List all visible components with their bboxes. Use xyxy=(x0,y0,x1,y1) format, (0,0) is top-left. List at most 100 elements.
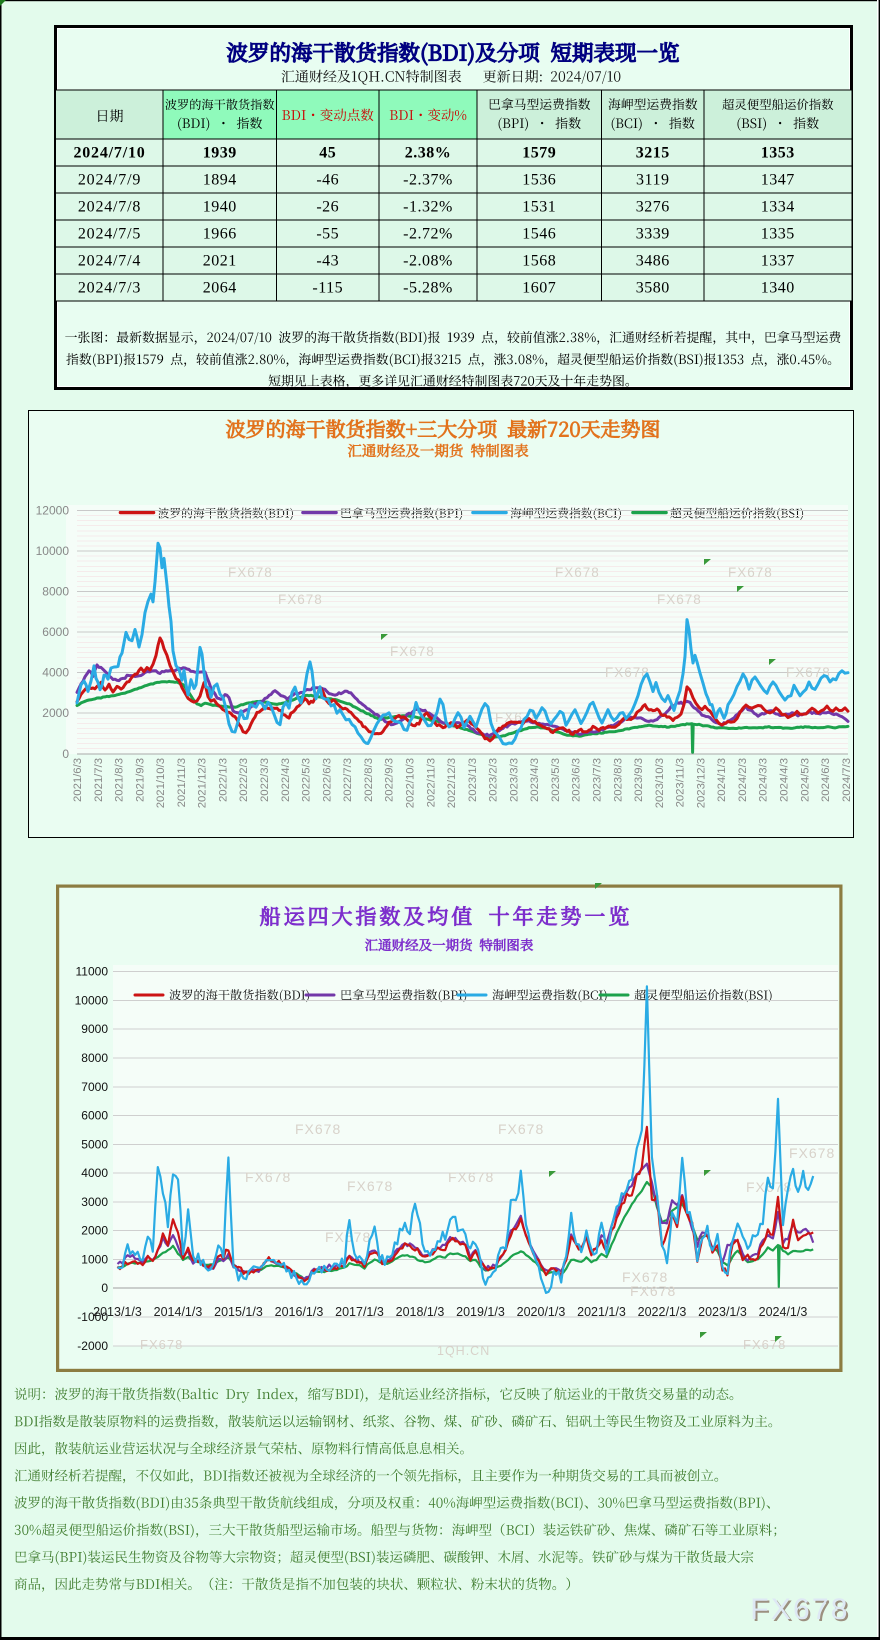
svg-text:FX678: FX678 xyxy=(786,665,831,680)
svg-text:2024/5/3: 2024/5/3 xyxy=(799,758,811,802)
svg-text:1894: 1894 xyxy=(203,172,237,189)
svg-text:2000: 2000 xyxy=(42,706,69,720)
svg-text:FX678: FX678 xyxy=(746,1179,792,1195)
svg-text:1340: 1340 xyxy=(761,280,795,297)
svg-text:FX678: FX678 xyxy=(390,644,435,659)
svg-text:FX678: FX678 xyxy=(743,1337,786,1352)
svg-text:-46: -46 xyxy=(316,172,339,189)
svg-text:FX678: FX678 xyxy=(228,565,273,580)
svg-text:2021: 2021 xyxy=(203,253,237,270)
svg-text:2022/11/3: 2022/11/3 xyxy=(425,758,437,807)
svg-text:3215: 3215 xyxy=(636,145,670,162)
svg-text:-43: -43 xyxy=(316,253,339,270)
svg-text:3580: 3580 xyxy=(636,280,670,297)
svg-text:2024/4/3: 2024/4/3 xyxy=(779,758,791,802)
svg-text:4000: 4000 xyxy=(42,666,69,680)
svg-text:1579: 1579 xyxy=(522,145,556,162)
svg-text:-5.28%: -5.28% xyxy=(403,280,453,297)
svg-text:1335: 1335 xyxy=(761,226,795,243)
svg-text:2023/7/3: 2023/7/3 xyxy=(592,758,604,802)
svg-text:1000: 1000 xyxy=(81,1252,108,1266)
svg-text:2021/8/3: 2021/8/3 xyxy=(114,758,126,802)
svg-text:1334: 1334 xyxy=(761,199,795,216)
svg-text:2022/5/3: 2022/5/3 xyxy=(301,758,313,802)
svg-text:FX678: FX678 xyxy=(630,1283,676,1299)
svg-text:3000: 3000 xyxy=(81,1195,108,1209)
svg-text:2021/9/3: 2021/9/3 xyxy=(134,758,146,802)
svg-text:2013/1/3: 2013/1/3 xyxy=(93,1305,142,1319)
svg-text:FX678: FX678 xyxy=(789,1145,835,1161)
svg-text:2023/10/3: 2023/10/3 xyxy=(654,758,666,808)
svg-text:2022/6/3: 2022/6/3 xyxy=(321,758,333,802)
svg-text:2021/1/3: 2021/1/3 xyxy=(577,1305,626,1319)
svg-text:2022/3/3: 2022/3/3 xyxy=(259,758,271,802)
svg-text:45: 45 xyxy=(319,145,336,162)
svg-text:FX678: FX678 xyxy=(728,565,773,580)
svg-text:2024/6/3: 2024/6/3 xyxy=(820,758,832,802)
svg-text:FX678: FX678 xyxy=(750,1593,849,1626)
svg-text:FX678: FX678 xyxy=(140,1337,183,1352)
svg-text:2024/7/9: 2024/7/9 xyxy=(78,172,141,189)
svg-text:FX678: FX678 xyxy=(657,592,702,607)
svg-text:2024/7/8: 2024/7/8 xyxy=(78,199,141,216)
svg-text:2024/2/3: 2024/2/3 xyxy=(737,758,749,802)
svg-text:FX678: FX678 xyxy=(555,565,600,580)
svg-text:1531: 1531 xyxy=(522,199,556,216)
svg-text:FX678: FX678 xyxy=(622,1269,668,1285)
svg-text:2020/1/3: 2020/1/3 xyxy=(517,1305,566,1319)
svg-text:12000: 12000 xyxy=(36,504,70,518)
svg-text:8000: 8000 xyxy=(42,585,69,599)
svg-text:2021/11/3: 2021/11/3 xyxy=(176,758,188,807)
svg-text:3486: 3486 xyxy=(636,253,670,270)
svg-text:2021/10/3: 2021/10/3 xyxy=(155,758,167,808)
svg-text:2022/1/3: 2022/1/3 xyxy=(218,758,230,802)
svg-text:1939: 1939 xyxy=(203,145,237,162)
svg-text:3119: 3119 xyxy=(636,172,669,189)
svg-text:7000: 7000 xyxy=(81,1080,108,1094)
svg-text:9000: 9000 xyxy=(81,1022,108,1036)
svg-text:6000: 6000 xyxy=(81,1109,108,1123)
svg-text:-2.37%: -2.37% xyxy=(403,172,453,189)
svg-text:3339: 3339 xyxy=(636,226,670,243)
svg-text:2024/7/5: 2024/7/5 xyxy=(78,226,141,243)
svg-text:2023/4/3: 2023/4/3 xyxy=(529,758,541,802)
svg-text:2023/9/3: 2023/9/3 xyxy=(633,758,645,802)
svg-text:2022/1/3: 2022/1/3 xyxy=(638,1305,687,1319)
svg-text:-2000: -2000 xyxy=(77,1339,108,1353)
svg-text:2024/1/3: 2024/1/3 xyxy=(759,1305,808,1319)
svg-text:1QH.CN: 1QH.CN xyxy=(437,1344,490,1358)
svg-text:2023/11/3: 2023/11/3 xyxy=(675,758,687,807)
svg-text:2017/1/3: 2017/1/3 xyxy=(335,1305,384,1319)
svg-text:2021/6/3: 2021/6/3 xyxy=(72,758,84,802)
svg-text:2018/1/3: 2018/1/3 xyxy=(396,1305,445,1319)
svg-text:2023/1/3: 2023/1/3 xyxy=(698,1305,747,1319)
svg-text:2023/6/3: 2023/6/3 xyxy=(571,758,583,802)
svg-text:4000: 4000 xyxy=(81,1166,108,1180)
svg-text:2022/2/3: 2022/2/3 xyxy=(238,758,250,802)
svg-text:FX678: FX678 xyxy=(448,1169,494,1185)
svg-text:2024/7/4: 2024/7/4 xyxy=(78,253,141,270)
svg-text:2000: 2000 xyxy=(81,1224,108,1238)
svg-text:1347: 1347 xyxy=(761,172,795,189)
svg-text:2022/9/3: 2022/9/3 xyxy=(384,758,396,802)
svg-text:2024/7/3: 2024/7/3 xyxy=(78,280,141,297)
svg-text:2023/2/3: 2023/2/3 xyxy=(488,758,500,802)
svg-text:FX678: FX678 xyxy=(347,1178,393,1194)
svg-text:2024/1/3: 2024/1/3 xyxy=(716,758,728,802)
svg-text:11000: 11000 xyxy=(76,965,109,979)
svg-text:2022/4/3: 2022/4/3 xyxy=(280,758,292,802)
svg-text:10000: 10000 xyxy=(36,544,70,558)
svg-text:2021/7/3: 2021/7/3 xyxy=(93,758,105,802)
svg-text:0: 0 xyxy=(62,747,69,761)
svg-text:1353: 1353 xyxy=(761,145,795,162)
svg-text:3276: 3276 xyxy=(636,199,670,216)
svg-text:6000: 6000 xyxy=(42,625,69,639)
svg-text:8000: 8000 xyxy=(81,1051,108,1065)
svg-text:1966: 1966 xyxy=(203,226,237,243)
svg-text:1568: 1568 xyxy=(522,253,556,270)
svg-text:10000: 10000 xyxy=(75,994,109,1008)
svg-text:2023/1/3: 2023/1/3 xyxy=(467,758,479,802)
svg-text:2015/1/3: 2015/1/3 xyxy=(214,1305,263,1319)
svg-text:2016/1/3: 2016/1/3 xyxy=(275,1305,324,1319)
svg-text:2022/8/3: 2022/8/3 xyxy=(363,758,375,802)
